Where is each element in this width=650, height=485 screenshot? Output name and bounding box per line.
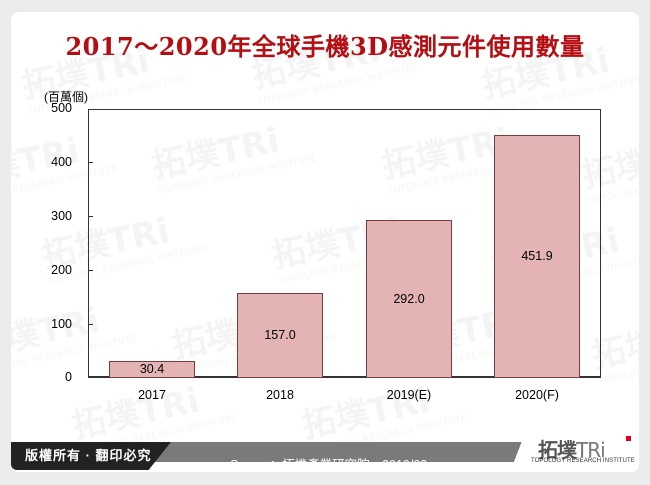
- y-tick-mark: [88, 324, 93, 325]
- logo-subtitle: TOPOLOGY RESEARCH INSTITUTE: [531, 458, 635, 464]
- y-tick-label: 400: [51, 155, 72, 169]
- y-tick-label: 500: [51, 101, 72, 115]
- source-note: Source：拓墣產業研究院，2019/02: [230, 458, 428, 472]
- y-tick-mark: [88, 216, 93, 217]
- logo-panel: [510, 432, 639, 472]
- y-tick-label: 300: [51, 209, 72, 223]
- bar-2020f: [494, 135, 580, 378]
- bar-2018: [237, 293, 323, 378]
- y-axis-unit-label: (百萬個): [44, 90, 88, 104]
- logo-tri-text: TRi: [576, 438, 606, 462]
- y-tick-mark: [88, 162, 93, 163]
- y-tick-mark: [88, 270, 93, 271]
- y-tick-label: 200: [51, 263, 72, 277]
- logo-main-text: 拓墣: [538, 438, 577, 462]
- y-tick-label: 100: [51, 317, 72, 331]
- bar-2019e: [366, 220, 452, 378]
- bar-2017: [109, 361, 195, 378]
- chart-title: 2017～2020年全球手機3D感測元件使用數量: [65, 32, 585, 61]
- logo-red-dot-icon: [626, 436, 631, 441]
- x-tick-label: 2017: [138, 388, 166, 402]
- plot-area: [88, 109, 601, 378]
- x-tick-label: 2019(E): [386, 388, 432, 402]
- y-tick-label: 0: [65, 370, 72, 384]
- x-tick-label: 2018: [266, 388, 294, 402]
- copyright-notice: 版權所有 · 翻印必究: [11, 442, 171, 470]
- x-tick-label: 2020(F): [515, 388, 559, 402]
- bar-value-label: 292.0: [393, 292, 425, 306]
- tri-logo: 拓墣TRi: [538, 434, 631, 463]
- bar-value-label: 30.4: [139, 362, 165, 376]
- bar-value-label: 451.9: [521, 249, 553, 263]
- bar-value-label: 157.0: [264, 328, 296, 342]
